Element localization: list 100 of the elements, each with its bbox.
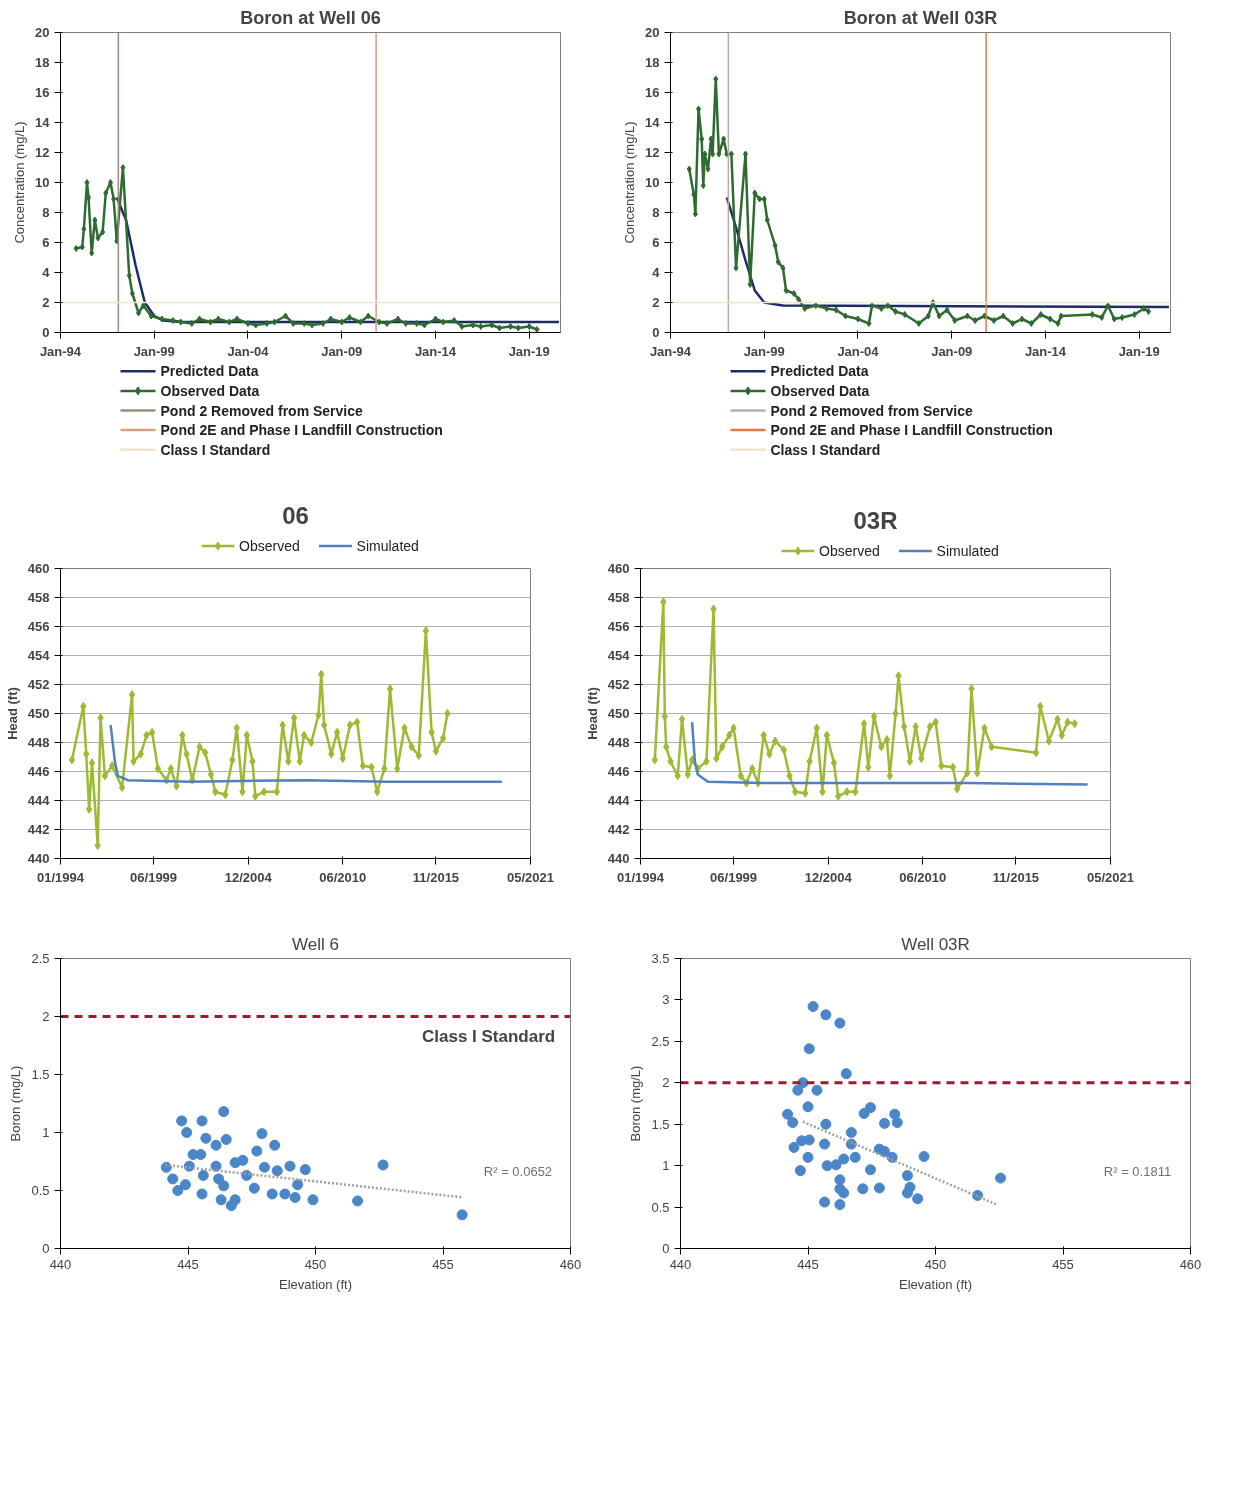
x-tick-label: 445 xyxy=(797,1256,819,1272)
point xyxy=(178,318,184,326)
point xyxy=(918,1151,930,1163)
legend-label: Pond 2 Removed from Service xyxy=(160,402,363,419)
x-tick-label: 06/2010 xyxy=(319,869,367,885)
y-tick-label: 444 xyxy=(607,793,631,808)
y-tick-label: 2 xyxy=(662,1075,670,1091)
point xyxy=(189,320,195,327)
x-tick-label: 06/1999 xyxy=(710,869,758,885)
legend-label: Observed Data xyxy=(160,382,260,399)
point xyxy=(451,317,457,324)
y-axis-title: Head (ft) xyxy=(4,687,20,740)
legend-label: Observed Data xyxy=(770,382,870,399)
y-tick-label: 16 xyxy=(35,85,50,100)
y-tick-label: 18 xyxy=(35,55,50,70)
point xyxy=(245,320,251,327)
point xyxy=(782,1108,794,1120)
x-tick-label: Jan-09 xyxy=(321,343,363,359)
point xyxy=(347,314,353,321)
point xyxy=(534,326,540,333)
point xyxy=(845,1127,857,1138)
y-tick-label: 8 xyxy=(42,205,50,220)
point xyxy=(140,302,146,309)
point xyxy=(159,315,165,323)
y-tick-label: 458 xyxy=(27,590,50,605)
y-tick-label: 4 xyxy=(652,265,661,280)
point xyxy=(172,1185,184,1196)
y-tick-label: 0 xyxy=(652,325,660,340)
y-tick-label: 2 xyxy=(42,1009,50,1024)
legend-label: Simulated xyxy=(936,543,999,559)
y-tick-label: 14 xyxy=(645,115,661,130)
point xyxy=(176,1115,188,1127)
x-tick-label: 06/2010 xyxy=(899,869,947,885)
point xyxy=(197,1169,209,1181)
point xyxy=(251,1145,263,1157)
y-tick-label: 1.5 xyxy=(31,1067,50,1082)
y-tick-label: 6 xyxy=(42,235,50,250)
point xyxy=(526,323,532,330)
chart-title: 06 xyxy=(282,501,309,529)
point xyxy=(802,1101,814,1113)
y-tick-label: 2.5 xyxy=(31,951,50,966)
y-tick-label: 0.5 xyxy=(651,1199,670,1215)
y-tick-label: 444 xyxy=(27,793,51,808)
point xyxy=(269,1139,281,1151)
x-tick-label: 01/1994 xyxy=(37,869,85,885)
point xyxy=(787,1117,799,1129)
point xyxy=(73,245,79,252)
y-tick-label: 454 xyxy=(607,648,631,663)
point xyxy=(352,1195,364,1207)
point xyxy=(86,194,92,201)
x-tick-label: Jan-04 xyxy=(837,343,880,359)
y-tick-label: 6 xyxy=(652,235,660,250)
point xyxy=(79,243,85,251)
y-tick-label: 450 xyxy=(27,706,50,721)
point xyxy=(834,1017,846,1029)
x-tick-label: 12/2004 xyxy=(224,869,273,885)
point xyxy=(196,1115,208,1127)
point xyxy=(414,320,420,327)
point xyxy=(820,1118,832,1130)
point xyxy=(384,320,390,327)
y-tick-label: 0.5 xyxy=(31,1183,50,1198)
y-tick-label: 448 xyxy=(27,735,50,750)
y-tick-label: 12 xyxy=(35,145,50,160)
point xyxy=(226,318,232,326)
point xyxy=(120,164,126,171)
point xyxy=(478,323,484,330)
point xyxy=(849,1151,861,1163)
point xyxy=(889,1108,901,1120)
y-tick-label: 18 xyxy=(645,55,660,70)
point xyxy=(834,1199,846,1211)
y-tick-label: 446 xyxy=(607,764,630,779)
point xyxy=(328,315,334,323)
y-tick-label: 1.5 xyxy=(651,1116,670,1132)
y-tick-label: 2 xyxy=(652,295,660,310)
point xyxy=(901,1187,913,1199)
point xyxy=(237,1154,249,1166)
annotation: R² = 0.0652 xyxy=(483,1163,553,1179)
y-tick-label: 16 xyxy=(645,85,660,100)
point xyxy=(229,1194,241,1206)
x-tick-label: 01/1994 xyxy=(617,869,665,885)
legend-label: Observed xyxy=(819,543,880,559)
legend-label: Pond 2 Removed from Service xyxy=(770,402,973,419)
point xyxy=(309,321,315,329)
annotation: R² = 0.1811 xyxy=(1103,1163,1172,1179)
point xyxy=(794,1165,806,1177)
point xyxy=(819,1196,831,1208)
ref-line-label: Class I Standard xyxy=(421,1026,556,1046)
legend-label: Pond 2E and Phase I Landfill Construction xyxy=(770,422,1053,439)
y-tick-label: 460 xyxy=(27,561,50,576)
y-tick-label: 10 xyxy=(645,175,660,190)
x-tick-label: Jan-94 xyxy=(649,343,692,359)
y-tick-label: 448 xyxy=(607,735,630,750)
point xyxy=(256,1128,268,1140)
chart-title: Boron at Well 06 xyxy=(240,7,381,28)
point xyxy=(456,1209,468,1221)
y-tick-label: 456 xyxy=(607,619,630,634)
line-series xyxy=(690,720,1089,786)
point xyxy=(320,320,326,327)
point xyxy=(440,318,446,326)
point xyxy=(248,1182,260,1194)
